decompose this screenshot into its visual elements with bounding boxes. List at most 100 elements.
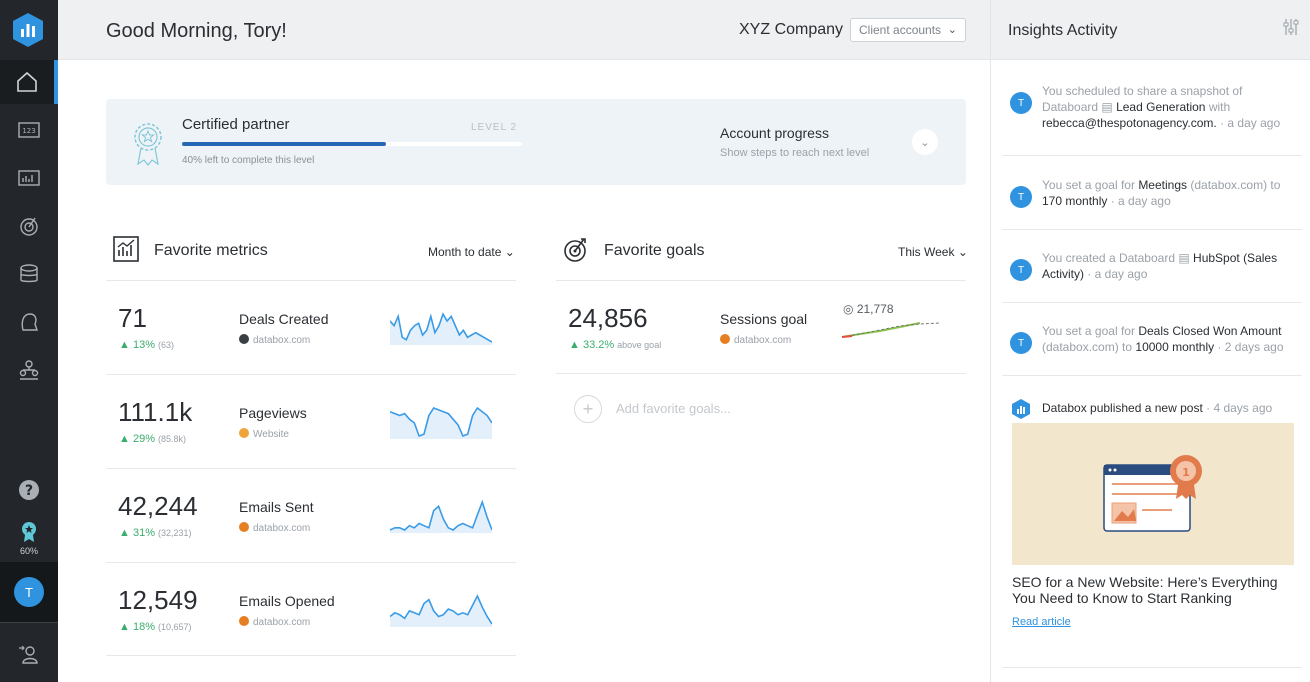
metric-sparkline	[390, 312, 492, 345]
metric-row[interactable]: 12,549 ▲ 18% (10,657) Emails Opened datab…	[106, 562, 516, 656]
favorite-goals-header: Favorite goals This Week ⌄	[562, 235, 968, 271]
metric-value: 12,549	[118, 585, 198, 615]
sparkline-area	[390, 314, 492, 345]
activity-item[interactable]: T You created a Databoard ▤ HubSpot (Sal…	[1002, 251, 1302, 303]
metric-name: Emails Sent	[239, 499, 314, 515]
svg-text:?: ?	[25, 483, 33, 499]
nav-home[interactable]	[0, 60, 58, 104]
client-accounts-select[interactable]: Client accounts ⌄	[850, 18, 966, 42]
datasource-icon	[239, 522, 249, 532]
metric-previous-value: (10,657)	[157, 622, 192, 632]
alerts-icon	[21, 313, 38, 331]
metric-sparkline	[390, 406, 492, 439]
databoard-icon	[18, 170, 40, 186]
user-menu[interactable]: T	[0, 562, 58, 622]
metric-name: Pageviews	[239, 405, 307, 421]
award-badge-icon	[22, 522, 36, 542]
datasource-icon	[239, 428, 249, 438]
metric-change-value: 18%	[132, 621, 155, 633]
plus-icon: +	[574, 395, 602, 423]
post-title[interactable]: SEO for a New Website: Here’s Everything…	[1012, 574, 1278, 606]
partner-progress-fill	[182, 142, 386, 146]
metrics-range-label: Month to date	[428, 245, 502, 259]
metric-sparkline	[390, 499, 492, 533]
goals-target-icon	[564, 238, 586, 262]
svg-text:123: 123	[22, 127, 35, 135]
metric-name: Deals Created	[239, 311, 329, 327]
sidebar: 123 ? 60% T	[0, 0, 58, 682]
sparkline-area	[390, 408, 492, 439]
add-favorite-goal-label: Add favorite goals...	[616, 401, 731, 416]
goals-range-dropdown[interactable]: This Week ⌄	[898, 245, 968, 259]
company-name: XYZ Company	[739, 21, 844, 38]
activity-item[interactable]: T You scheduled to share a snapshot of D…	[1002, 84, 1302, 156]
insights-panel: Insights Activity T You scheduled to sha…	[990, 0, 1310, 682]
blog-post-item: Databox published a new post · 4 days ag…	[1002, 398, 1302, 668]
sparkline-area	[390, 596, 492, 627]
goals-icon	[20, 217, 38, 236]
metrics-range-dropdown[interactable]: Month to date ⌄	[428, 245, 515, 259]
goal-row[interactable]: 24,856 ▲ 33.2% above goal Sessions goal d…	[556, 280, 966, 374]
account-progress-link[interactable]: Show steps to reach next level	[720, 147, 870, 159]
nav-data-sources[interactable]	[0, 252, 58, 296]
read-article-link[interactable]: Read article	[1012, 616, 1071, 628]
databoard-small-icon: ▤	[1178, 251, 1190, 265]
nav-metrics[interactable]: 123	[0, 108, 58, 152]
avatar: T	[1010, 186, 1032, 208]
avatar: T	[1010, 332, 1032, 354]
partner-remaining: 40% left to complete this level	[182, 155, 315, 166]
greeting-title: Good Morning, Tory!	[106, 20, 287, 42]
metric-name: Emails Opened	[239, 593, 335, 609]
metric-change-value: 13%	[132, 339, 155, 351]
activity-item[interactable]: T You set a goal for Meetings (databox.c…	[1002, 178, 1302, 230]
goal-value: 24,856	[568, 303, 648, 333]
partner-progress-bar	[182, 142, 522, 146]
databox-logo-icon[interactable]	[11, 12, 45, 48]
accounts-icon	[19, 645, 38, 664]
expand-progress-button[interactable]: ⌄	[912, 129, 938, 155]
goal-progress-chart	[841, 322, 941, 338]
nav-accounts[interactable]	[0, 632, 58, 676]
datasource-icon	[720, 334, 730, 344]
nav-help[interactable]: ?	[0, 468, 58, 512]
sparkline-line	[390, 312, 492, 343]
nav-partner-progress[interactable]	[0, 510, 58, 554]
metric-row[interactable]: 111.1k ▲ 29% (85.8k) Pageviews Website	[106, 374, 516, 468]
post-thumbnail-image[interactable]: 1	[1012, 423, 1294, 565]
data-sources-icon	[20, 264, 38, 283]
metric-change-value: 31%	[132, 527, 155, 539]
sparkline-line	[390, 594, 492, 625]
team-icon	[19, 360, 39, 380]
favorite-goals-title: Favorite goals	[604, 242, 705, 259]
activity-text: You scheduled to share a snapshot of Dat…	[1042, 84, 1281, 130]
sparkline-line	[390, 499, 492, 531]
award-ribbon-icon	[134, 123, 162, 166]
activity-item[interactable]: T You set a goal for Deals Closed Won Am…	[1002, 324, 1302, 376]
metric-row[interactable]: 71 ▲ 13% (63) Deals Created databox.com	[106, 280, 516, 374]
metric-change: ▲ 29% (85.8k)	[119, 433, 186, 445]
activity-text: You created a Databoard ▤ HubSpot (Sales…	[1042, 251, 1278, 281]
datasource-icon	[239, 334, 249, 344]
chevron-down-icon: ⌄	[920, 136, 930, 149]
partner-progress-label: 60%	[19, 546, 38, 556]
avatar: T	[14, 577, 44, 607]
top-header: Good Morning, Tory! XYZ Company Client a…	[58, 0, 990, 60]
goal-change-suffix: above goal	[617, 340, 662, 350]
post-header: Databox published a new post · 4 days ag…	[1042, 401, 1273, 415]
metric-row[interactable]: 42,244 ▲ 31% (32,231) Emails Sent databox…	[106, 468, 516, 562]
metric-change-value: 29%	[132, 433, 155, 445]
metric-value: 111.1k	[118, 397, 193, 427]
metric-source-label: databox.com	[253, 617, 311, 628]
nav-team[interactable]	[0, 348, 58, 392]
metric-sparkline	[390, 594, 492, 627]
seo-illustration-icon: 1	[1103, 455, 1202, 532]
numbers-icon: 123	[18, 122, 40, 138]
nav-goals[interactable]	[0, 204, 58, 248]
metric-source: databox.com	[239, 522, 310, 534]
filter-sliders-icon[interactable]	[1283, 18, 1299, 36]
chevron-down-icon: ⌄	[957, 245, 968, 259]
metrics-chart-icon	[113, 236, 139, 262]
nav-databoards[interactable]	[0, 156, 58, 200]
insights-header: Insights Activity	[991, 0, 1310, 60]
nav-alerts[interactable]	[0, 300, 58, 344]
